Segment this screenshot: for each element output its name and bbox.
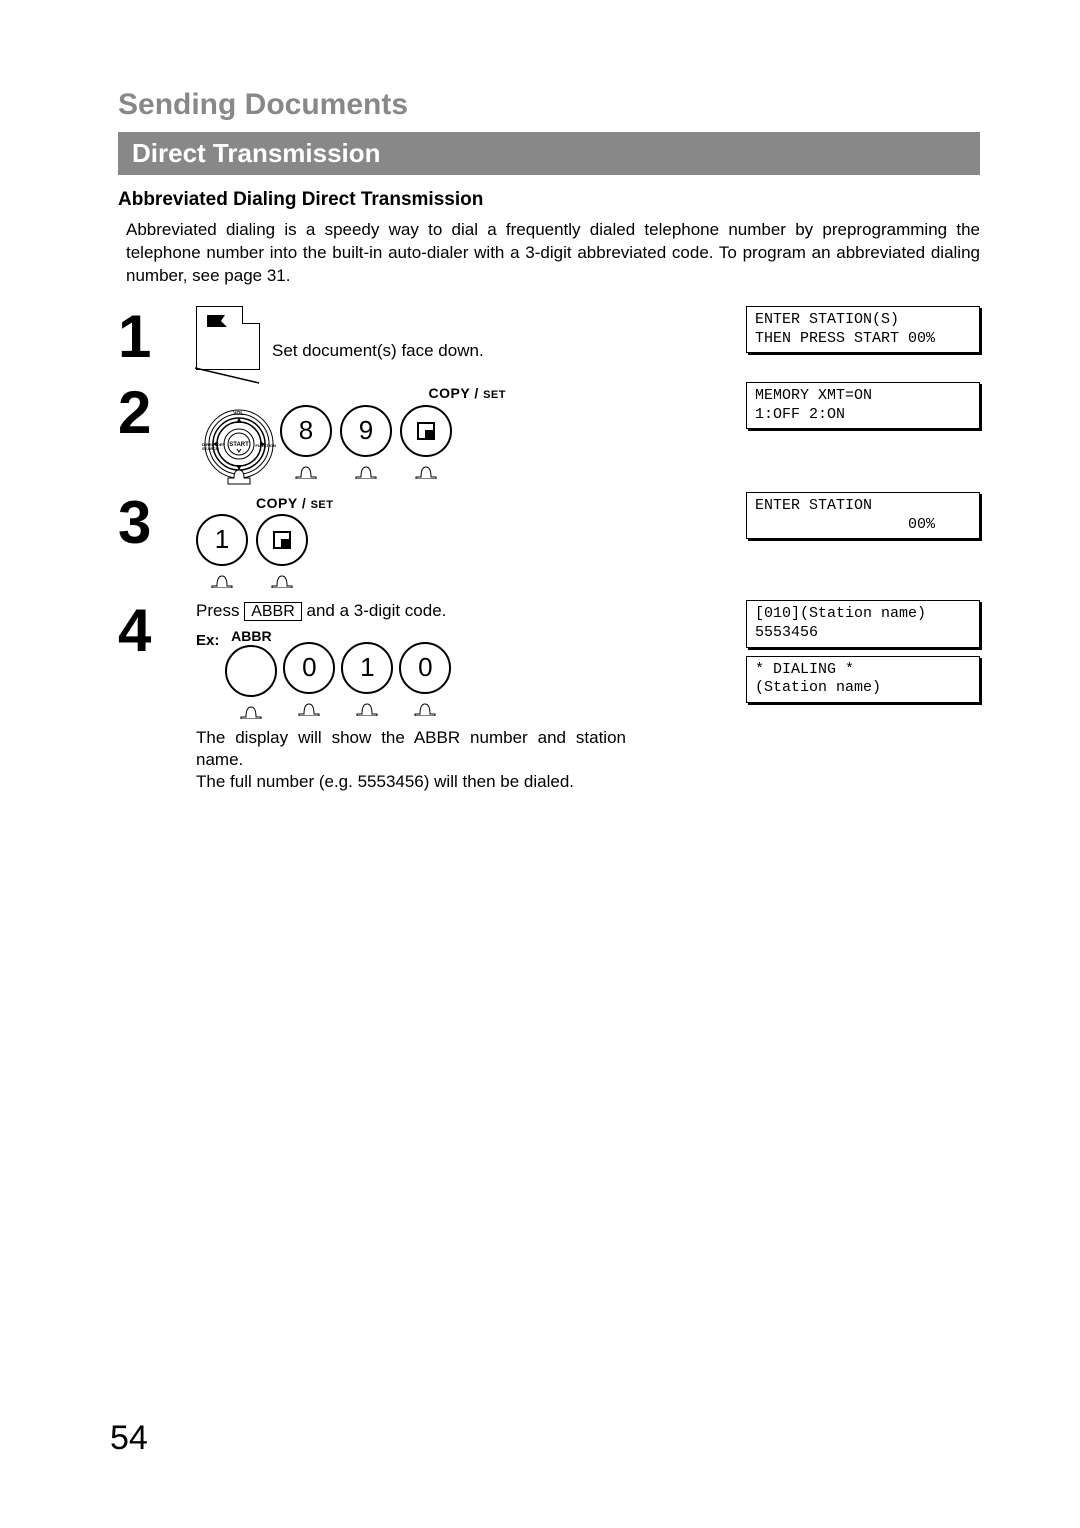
step4-press: Press [196,601,244,620]
step-number: 4 [118,600,172,658]
lcd-display: MEMORY XMT=ON 1:OFF 2:ON [746,382,980,430]
key-1: 1 [341,642,393,716]
step-2: 2 COPY / SET [118,382,980,480]
lcd-display: * DIALING * (Station name) [746,656,980,704]
step-3: 3 COPY / SET 1 [118,492,980,588]
svg-text:START: START [229,442,249,448]
key-set-icon [400,405,452,479]
intro-paragraph: Abbreviated dialing is a speedy way to d… [126,219,980,288]
page-title: Sending Documents [118,88,980,122]
abbr-key-label: ABBR [231,627,271,645]
step-number: 3 [118,492,172,550]
key-1: 1 [196,514,248,588]
lcd-display: ENTER STATION 00% [746,492,980,540]
step4-after: and a 3-digit code. [307,601,447,620]
start-dial-icon: START VOL. DIRECTORY SEARCH FUNCTION [196,404,272,480]
step4-text1: The display will show the ABBR number an… [196,727,626,771]
step-4: 4 Press ABBR and a 3-digit code. Ex: ABB… [118,600,980,793]
svg-text:FUNCTION: FUNCTION [255,443,276,448]
step-number: 1 [118,306,172,364]
key-8: 8 [280,405,332,479]
copy-set-label: COPY / SET [256,495,334,511]
step1-text: Set document(s) face down. [272,340,484,362]
subheading: Abbreviated Dialing Direct Transmission [118,189,980,211]
key-set-icon [256,514,308,588]
key-9: 9 [340,405,392,479]
svg-text:VOL.: VOL. [233,411,245,417]
key-0-b: 0 [399,642,451,716]
key-abbr [225,645,277,719]
step-number: 2 [118,382,172,440]
key-0: 0 [283,642,335,716]
step4-text2: The full number (e.g. 5553456) will then… [196,771,626,793]
svg-text:SEARCH: SEARCH [202,446,219,451]
example-label: Ex: [196,631,219,651]
lcd-display: ENTER STATION(S) THEN PRESS START 00% [746,306,980,354]
section-bar: Direct Transmission [118,132,980,175]
lcd-display: [010](Station name) 5553456 [746,600,980,648]
step-1: 1 Set document(s) face down. [118,306,980,370]
abbr-button-label: ABBR [244,602,302,621]
copy-set-label: COPY / SET [429,385,507,401]
document-face-down-icon [196,306,260,370]
page-number: 54 [110,1419,148,1458]
